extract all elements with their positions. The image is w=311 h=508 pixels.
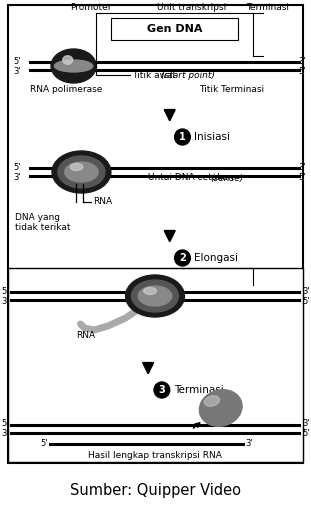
Text: Sumber: Quipper Video: Sumber: Quipper Video bbox=[70, 483, 240, 497]
Ellipse shape bbox=[199, 390, 242, 426]
Text: 3': 3' bbox=[302, 287, 310, 296]
Ellipse shape bbox=[52, 151, 111, 193]
Ellipse shape bbox=[132, 280, 179, 312]
Text: 3': 3' bbox=[245, 439, 253, 449]
Text: Promoter: Promoter bbox=[71, 4, 112, 13]
Text: 5': 5' bbox=[302, 297, 310, 305]
Text: 5': 5' bbox=[1, 287, 9, 296]
Bar bbox=[8, 268, 303, 462]
Text: 5': 5' bbox=[298, 173, 306, 181]
Ellipse shape bbox=[63, 56, 73, 64]
Ellipse shape bbox=[70, 164, 83, 171]
Text: Titik awal: Titik awal bbox=[132, 71, 179, 79]
Ellipse shape bbox=[58, 156, 105, 188]
Text: 5': 5' bbox=[13, 56, 21, 66]
Ellipse shape bbox=[144, 288, 156, 295]
Text: 3': 3' bbox=[13, 173, 21, 181]
Text: 2: 2 bbox=[179, 253, 186, 263]
Text: 3': 3' bbox=[1, 429, 9, 438]
Text: 3': 3' bbox=[13, 67, 21, 76]
Text: 5': 5' bbox=[298, 67, 306, 76]
Circle shape bbox=[175, 129, 190, 145]
Text: RNA: RNA bbox=[93, 198, 112, 206]
Bar bbox=[111, 18, 239, 40]
Ellipse shape bbox=[126, 275, 184, 317]
Text: Unit transkripsi: Unit transkripsi bbox=[157, 4, 226, 13]
Ellipse shape bbox=[54, 60, 93, 72]
Text: tidak terikat: tidak terikat bbox=[15, 224, 70, 233]
Ellipse shape bbox=[51, 49, 96, 83]
Text: DNA yang: DNA yang bbox=[15, 212, 60, 221]
Text: Elongasi: Elongasi bbox=[194, 253, 238, 263]
Text: 1: 1 bbox=[179, 132, 186, 142]
Ellipse shape bbox=[204, 396, 220, 406]
Text: 3': 3' bbox=[302, 420, 310, 429]
Text: Titik Terminasi: Titik Terminasi bbox=[199, 85, 264, 94]
Text: 5': 5' bbox=[302, 429, 310, 438]
Text: Untai DNA cetakan: Untai DNA cetakan bbox=[148, 174, 237, 182]
Circle shape bbox=[154, 382, 170, 398]
Text: 5': 5' bbox=[41, 439, 48, 449]
Text: Terminasi: Terminasi bbox=[174, 385, 223, 395]
Text: RNA polimerase: RNA polimerase bbox=[30, 85, 103, 94]
Text: (sense): (sense) bbox=[210, 174, 243, 182]
Text: Inisiasi: Inisiasi bbox=[194, 132, 230, 142]
Ellipse shape bbox=[65, 162, 98, 182]
Text: 5': 5' bbox=[1, 420, 9, 429]
Text: Hasil lengkap transkripsi RNA: Hasil lengkap transkripsi RNA bbox=[88, 451, 222, 460]
Text: RNA: RNA bbox=[77, 332, 96, 340]
Text: 5': 5' bbox=[13, 163, 21, 172]
Text: 3': 3' bbox=[1, 297, 9, 305]
Text: (start point): (start point) bbox=[161, 71, 215, 79]
Text: Terminasi: Terminasi bbox=[246, 4, 289, 13]
Circle shape bbox=[175, 250, 190, 266]
Ellipse shape bbox=[138, 286, 172, 306]
Text: 3': 3' bbox=[298, 163, 306, 172]
Text: 3: 3 bbox=[159, 385, 165, 395]
Text: Gen DNA: Gen DNA bbox=[147, 24, 202, 34]
Text: 3': 3' bbox=[298, 56, 306, 66]
